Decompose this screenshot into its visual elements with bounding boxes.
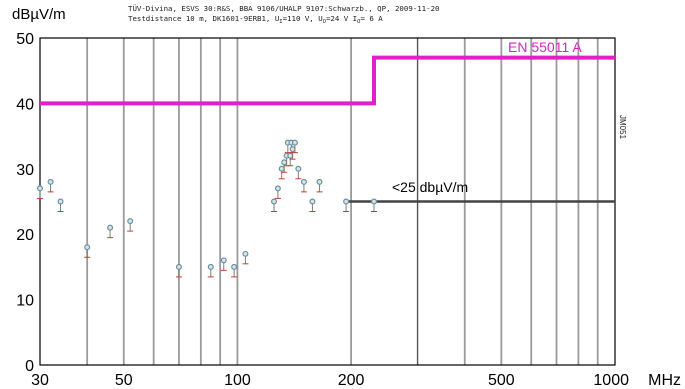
data-point-marker — [242, 250, 249, 257]
data-point — [281, 159, 288, 173]
y-tick-label: 30 — [16, 162, 34, 179]
x-tick-label: 100 — [224, 372, 251, 389]
data-point — [371, 198, 378, 212]
header-line-1: TÜV-Divina, ESVS 30:R&S, BBA 9106/UHALP … — [128, 4, 439, 13]
data-point — [343, 198, 350, 212]
data-point-marker — [371, 198, 378, 205]
data-point-marker — [278, 165, 285, 172]
data-point-marker — [175, 263, 182, 270]
data-point — [207, 263, 214, 278]
data-point — [220, 257, 227, 271]
data-point-marker — [127, 218, 134, 225]
data-point-marker — [300, 178, 307, 185]
y-tick-label: 20 — [16, 227, 34, 244]
data-point — [300, 178, 307, 193]
data-point-marker — [287, 152, 294, 159]
reference-line-label: <25 dbµV/m — [392, 179, 468, 195]
data-point — [231, 263, 238, 278]
data-point — [289, 146, 296, 160]
data-point-marker — [36, 185, 43, 192]
data-point — [175, 263, 182, 278]
data-point-marker — [291, 139, 298, 146]
data-point — [47, 178, 54, 193]
data-point-marker — [281, 159, 288, 166]
data-point-marker — [271, 198, 278, 205]
data-point-marker — [274, 185, 281, 192]
side-code-label: JM051 — [618, 115, 627, 140]
x-tick-label: 200 — [338, 372, 365, 389]
data-point — [291, 139, 298, 154]
data-point-marker — [309, 198, 316, 205]
data-point — [57, 198, 64, 212]
data-point — [295, 165, 302, 180]
data-point-marker — [316, 178, 323, 185]
data-point — [84, 244, 91, 258]
data-point-marker — [220, 257, 227, 264]
data-point-marker — [84, 244, 91, 251]
y-axis-unit-label: dBµV/m — [12, 6, 66, 23]
data-point-marker — [207, 263, 214, 270]
data-point-marker — [343, 198, 350, 205]
lines-layer — [40, 55, 615, 203]
data-point — [316, 178, 323, 193]
x-axis-unit-label: MHz — [648, 372, 681, 389]
points-layer — [36, 139, 378, 278]
data-point — [127, 218, 134, 232]
data-point — [309, 198, 316, 212]
data-point-marker — [107, 224, 114, 231]
data-point-marker — [295, 165, 302, 172]
data-point — [242, 250, 249, 265]
ticks-layer: 0 10 20 30 40 50 30 50 100 200 500 1000 MHz — [16, 31, 681, 389]
y-tick-label: 40 — [16, 96, 34, 113]
data-point-marker — [231, 263, 238, 270]
limit-line — [40, 55, 615, 106]
x-tick-label: 30 — [31, 372, 49, 389]
header-line-2: Testdistance 10 m, DK1601-9ERB1, UI=110 … — [128, 14, 383, 25]
data-point — [274, 185, 281, 199]
data-point — [271, 198, 278, 212]
data-point-marker — [47, 178, 54, 185]
y-tick-label: 50 — [16, 31, 34, 48]
limit-line-label: EN 55011 A — [508, 39, 582, 55]
data-point-marker — [289, 146, 296, 153]
y-tick-label: 10 — [16, 293, 34, 310]
x-tick-label: 1000 — [593, 372, 629, 389]
data-point — [107, 224, 114, 239]
x-tick-label: 50 — [115, 372, 133, 389]
data-point-marker — [57, 198, 64, 205]
x-tick-label: 500 — [488, 372, 515, 389]
data-point — [36, 185, 43, 199]
y-tick-label: 0 — [25, 358, 34, 375]
